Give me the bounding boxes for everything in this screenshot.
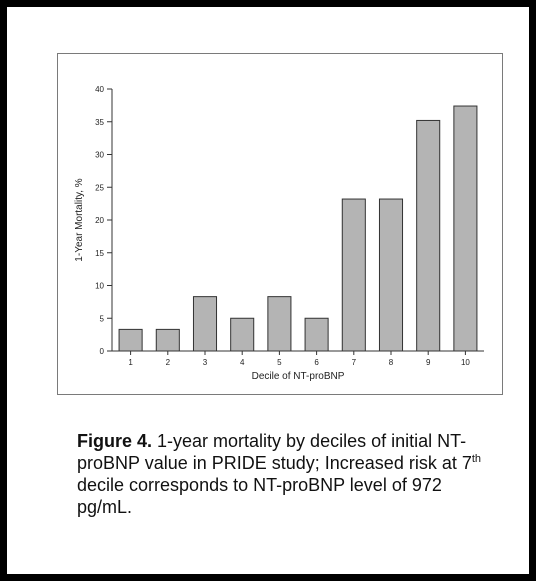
caption-superscript: th: [471, 453, 482, 465]
x-tick-label: 2: [166, 358, 171, 367]
bar-decile-2: [155, 328, 180, 352]
bar-decile-6: [304, 317, 329, 352]
bar-decile-5: [267, 296, 292, 352]
y-tick-label: 35: [95, 118, 104, 127]
x-tick-label: 3: [203, 358, 208, 367]
y-tick-label: 5: [100, 314, 105, 323]
y-tick-label: 30: [95, 151, 104, 160]
y-tick-label: 20: [95, 216, 104, 225]
x-tick-label: 10: [461, 358, 470, 367]
x-axis-label: Decile of NT-proBNP: [252, 371, 345, 382]
bar-decile-4: [230, 317, 255, 352]
y-tick-label: 40: [95, 85, 104, 94]
bar-decile-3: [192, 296, 218, 352]
caption-text-part1: 1-year mortality by deciles of initial N…: [77, 431, 472, 473]
bar-decile-7: [341, 198, 366, 352]
caption-text-part2: decile corresponds to NT-proBNP level of…: [77, 475, 442, 517]
chart-frame: 0 5 10 15 20 25 30 35 40 1 2 3 4 5 6 7 8 9 10 1-Year Mort…: [57, 53, 503, 395]
y-tick-label: 10: [95, 282, 104, 291]
bar-decile-9: [416, 119, 441, 352]
y-tick-label: 25: [95, 183, 104, 192]
figure-panel: 0 5 10 15 20 25 30 35 40 1 2 3 4 5 6 7 8 9 10 1-Year Mort…: [7, 7, 529, 574]
figure-caption: Figure 4. 1-year mortality by deciles of…: [77, 430, 497, 518]
x-tick-label: 8: [389, 358, 394, 367]
bar-decile-1: [118, 328, 143, 352]
x-tick-label: 1: [128, 358, 133, 367]
y-ticks-group: 0 5 10 15 20 25 30 35 40: [95, 85, 112, 356]
x-tick-label: 9: [426, 358, 431, 367]
bar-chart: 0 5 10 15 20 25 30 35 40 1 2 3 4 5 6 7 8 9 10 1-Year Mort…: [74, 85, 484, 382]
x-tick-label: 5: [277, 358, 282, 367]
x-tick-label: 4: [240, 358, 245, 367]
x-ticks-group: 1 2 3 4 5 6 7 8 9 10: [128, 351, 470, 367]
bar-decile-10: [453, 105, 478, 352]
caption-label: Figure 4.: [77, 431, 153, 451]
x-tick-label: 6: [314, 358, 319, 367]
y-tick-label: 15: [95, 249, 104, 258]
bar-decile-8: [378, 198, 404, 352]
y-axis-label: 1-Year Mortality, %: [74, 178, 85, 261]
y-tick-label: 0: [100, 347, 105, 356]
x-tick-label: 7: [352, 358, 357, 367]
bars-group: [118, 105, 478, 352]
